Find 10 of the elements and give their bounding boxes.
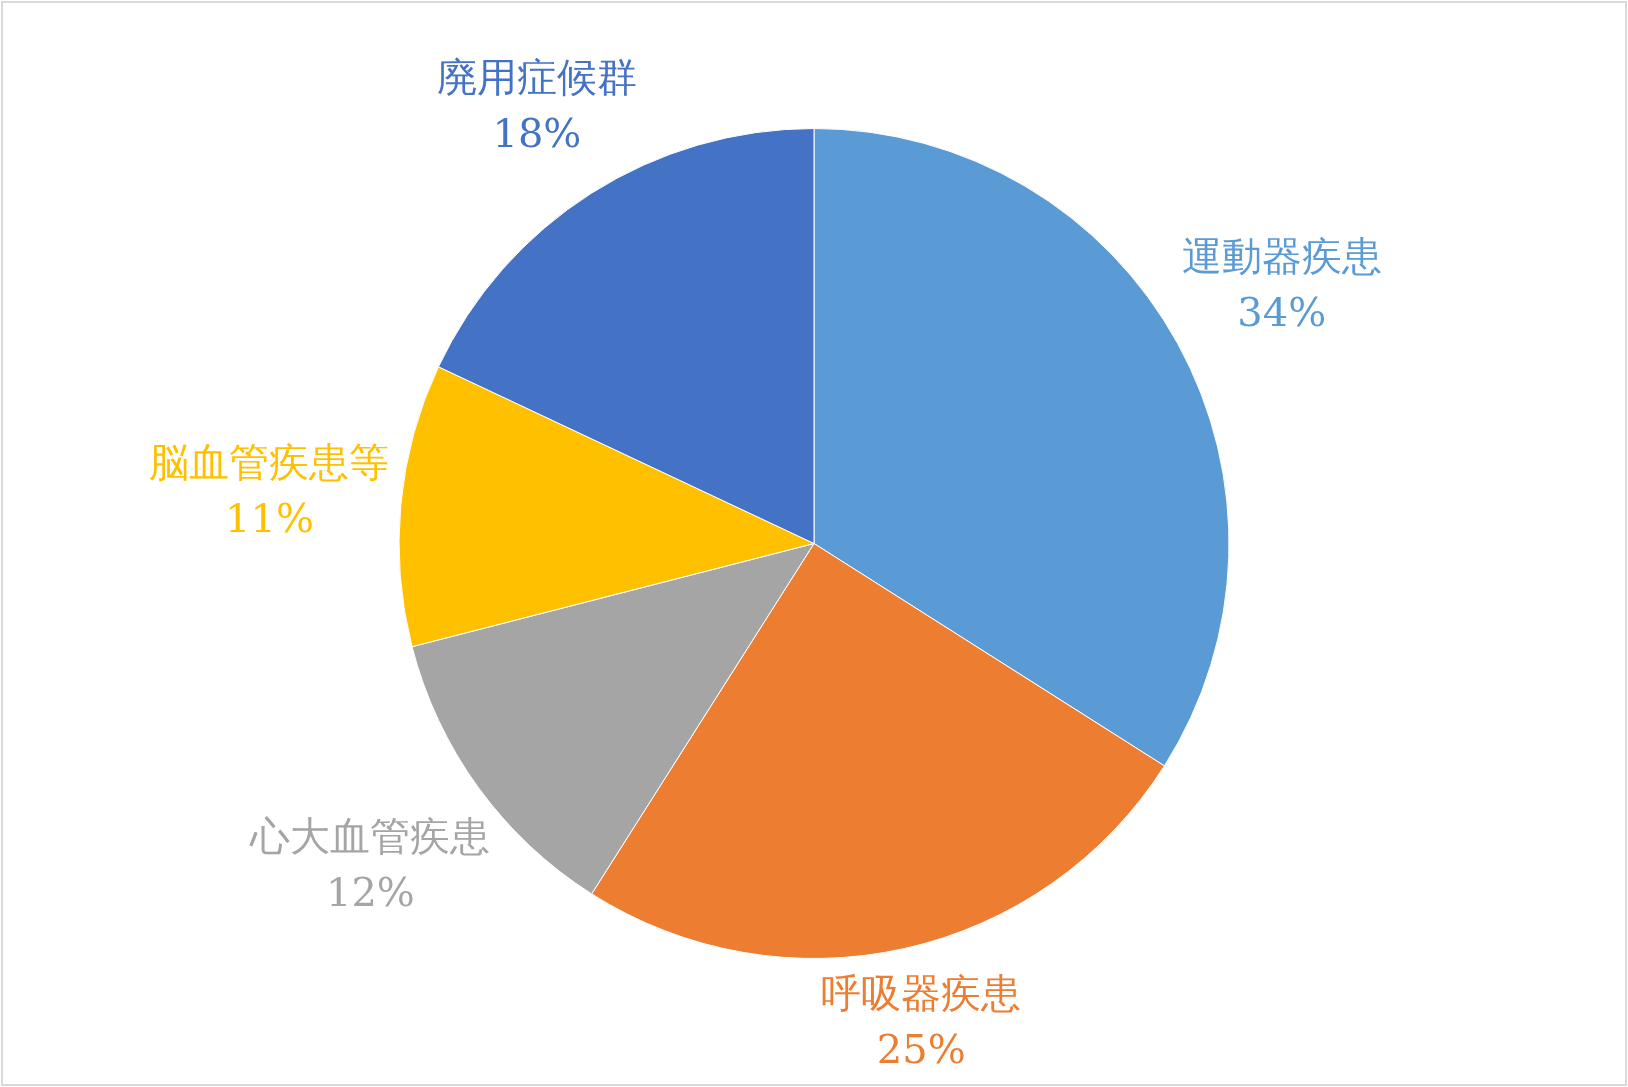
slice-label: 心大血管疾患: [249, 812, 491, 859]
slice-label: 脳血管疾患等: [149, 439, 390, 486]
data-label: 11%: [224, 495, 314, 542]
data-label: 25%: [876, 1026, 966, 1073]
slice-label: 呼吸器疾患: [821, 970, 1022, 1017]
slice-label: 運動器疾患: [1181, 233, 1382, 280]
slice-label: 廃用症候群: [436, 53, 637, 100]
data-label: 34%: [1237, 289, 1327, 336]
data-label: 18%: [492, 109, 582, 156]
data-label: 12%: [325, 868, 415, 915]
